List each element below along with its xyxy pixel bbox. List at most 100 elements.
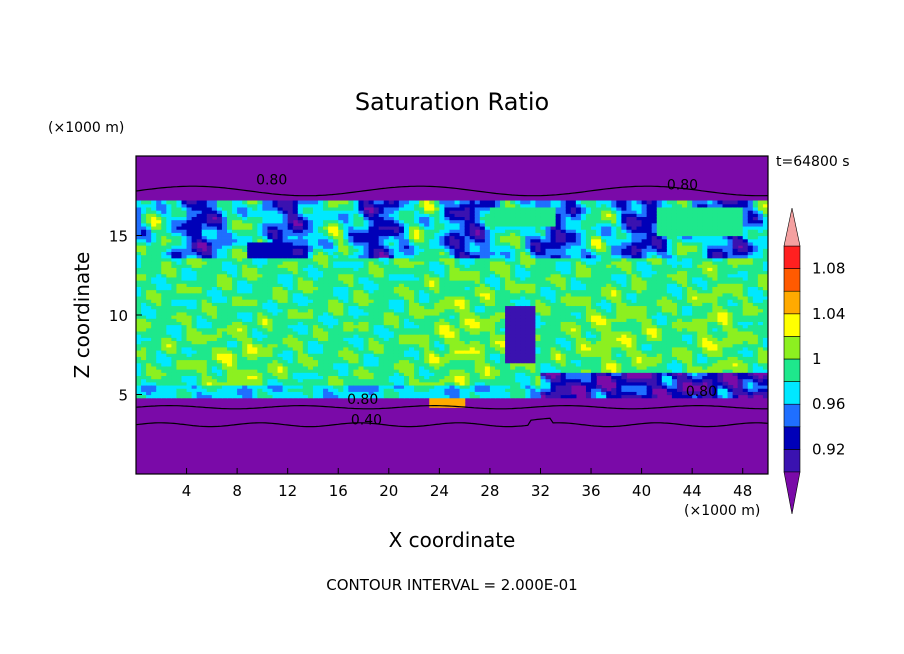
field-cell bbox=[196, 270, 203, 275]
field-cell bbox=[383, 391, 390, 396]
field-cell bbox=[388, 280, 395, 284]
field-cell bbox=[328, 308, 334, 313]
field-cell bbox=[221, 222, 228, 227]
field-cell bbox=[151, 311, 157, 316]
field-cell bbox=[151, 295, 157, 300]
field-cell bbox=[333, 369, 339, 373]
field-cell bbox=[151, 251, 157, 256]
field-cell bbox=[398, 315, 405, 319]
field-cell bbox=[262, 394, 269, 399]
field-cell bbox=[333, 381, 339, 386]
field-cell bbox=[424, 219, 430, 224]
field-cell bbox=[151, 245, 157, 249]
field-cell bbox=[297, 241, 304, 246]
field-cell bbox=[146, 359, 152, 364]
field-cell bbox=[272, 241, 279, 246]
field-cell bbox=[484, 289, 491, 294]
field-cell bbox=[318, 340, 324, 345]
field-cell bbox=[221, 286, 228, 291]
field-cell bbox=[535, 391, 542, 396]
field-cell bbox=[307, 324, 314, 329]
field-cell bbox=[292, 257, 299, 262]
field-cell bbox=[469, 365, 476, 370]
field-cell bbox=[216, 337, 223, 342]
field-cell bbox=[449, 378, 456, 383]
field-cell bbox=[272, 232, 279, 237]
field-cell bbox=[186, 305, 193, 310]
field-cell bbox=[449, 365, 456, 370]
field-cell bbox=[530, 267, 537, 272]
field-cell bbox=[510, 235, 516, 240]
field-cell bbox=[146, 295, 152, 300]
field-cell bbox=[171, 286, 178, 291]
field-cell bbox=[535, 305, 542, 310]
field-cell bbox=[464, 213, 471, 218]
field-cell bbox=[181, 219, 188, 224]
field-cell bbox=[227, 394, 233, 399]
field-cell bbox=[272, 327, 279, 332]
field-cell bbox=[515, 340, 521, 345]
field-cell bbox=[434, 216, 440, 221]
field-cell bbox=[459, 225, 466, 230]
field-cell bbox=[282, 324, 289, 329]
field-cell bbox=[414, 353, 420, 357]
field-cell bbox=[227, 286, 233, 291]
field-cell bbox=[505, 203, 511, 208]
field-cell bbox=[136, 260, 142, 265]
field-cell bbox=[469, 394, 476, 399]
field-cell bbox=[201, 283, 208, 287]
field-cell bbox=[211, 318, 218, 322]
field-cell bbox=[211, 302, 218, 307]
field-cell bbox=[358, 286, 365, 291]
field-cell bbox=[505, 216, 511, 221]
field-cell bbox=[373, 248, 380, 252]
field-cell bbox=[373, 302, 380, 307]
field-cell bbox=[151, 264, 157, 268]
field-cell bbox=[540, 324, 547, 329]
field-cell bbox=[358, 245, 365, 249]
field-cell bbox=[156, 273, 162, 278]
field-cell bbox=[535, 251, 542, 256]
field-cell bbox=[358, 257, 365, 262]
field-cell bbox=[449, 340, 456, 345]
field-cell bbox=[221, 318, 228, 322]
field-cell bbox=[176, 267, 183, 272]
field-cell bbox=[328, 365, 334, 370]
field-cell bbox=[398, 372, 405, 377]
field-cell bbox=[500, 299, 506, 303]
field-cell bbox=[530, 311, 537, 316]
field-cell bbox=[500, 283, 506, 287]
field-cell bbox=[292, 225, 299, 230]
field-cell bbox=[393, 245, 400, 249]
field-cell bbox=[333, 248, 339, 252]
field-cell bbox=[136, 372, 142, 377]
field-cell bbox=[297, 260, 304, 265]
field-cell bbox=[292, 330, 299, 335]
field-cell bbox=[318, 308, 324, 313]
field-cell bbox=[383, 378, 390, 383]
field-cell bbox=[434, 273, 440, 278]
field-cell bbox=[494, 318, 501, 322]
field-cell bbox=[146, 264, 152, 268]
field-cell bbox=[525, 378, 531, 383]
field-cell bbox=[358, 229, 365, 233]
field-cell bbox=[348, 286, 355, 291]
field-cell bbox=[221, 375, 228, 380]
field-cell bbox=[257, 384, 263, 389]
field-cell bbox=[520, 270, 526, 275]
field-cell bbox=[318, 324, 324, 329]
field-cell bbox=[489, 337, 496, 342]
field-cell bbox=[494, 248, 501, 252]
field-cell bbox=[161, 235, 167, 240]
field-cell bbox=[454, 311, 461, 316]
field-cell bbox=[444, 248, 451, 252]
field-cell bbox=[247, 381, 253, 386]
field-cell bbox=[156, 260, 162, 265]
field-cell bbox=[510, 264, 516, 268]
field-cell bbox=[530, 340, 537, 345]
field-cell bbox=[378, 315, 385, 319]
field-cell bbox=[500, 254, 506, 259]
field-cell bbox=[242, 378, 248, 383]
field-cell bbox=[186, 340, 193, 345]
field-cell bbox=[348, 216, 355, 221]
